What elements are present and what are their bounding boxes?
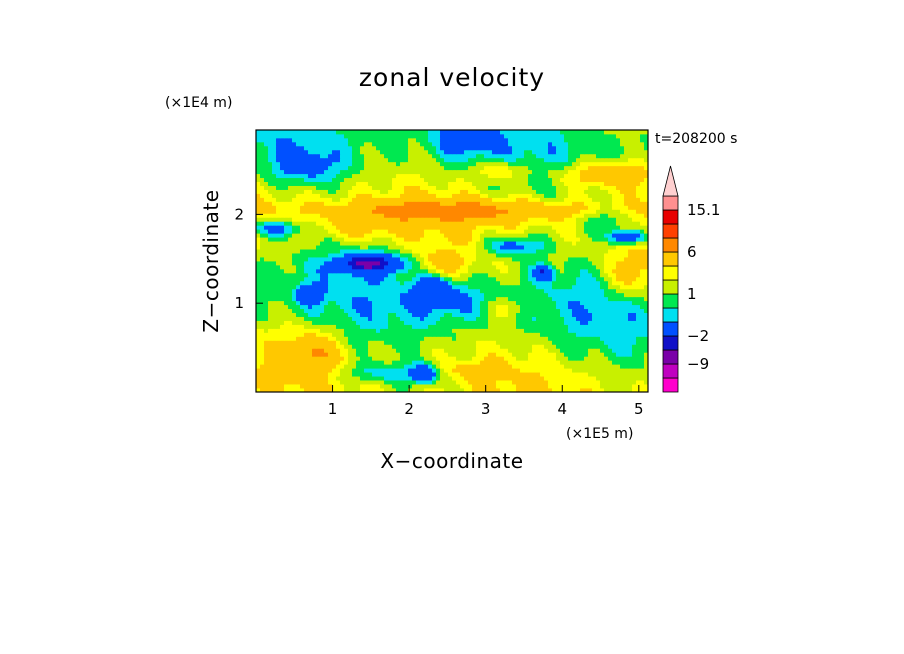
colorbar: 15.1 6 1 −2 −9: [662, 165, 720, 393]
y-axis-unit: (×1E4 m): [165, 95, 232, 111]
colorbar-label: −2: [687, 327, 709, 345]
chart-title: zonal velocity: [359, 63, 545, 92]
colorbar-max-arrow: [662, 165, 679, 197]
y-axis-title: Z−coordinate: [199, 189, 223, 332]
y-tick-label: 2: [234, 205, 244, 223]
contour-field: [256, 130, 648, 392]
y-tick-label: 1: [234, 294, 244, 312]
x-tick-label: 4: [557, 400, 567, 418]
x-axis-title: X−coordinate: [380, 449, 523, 473]
colorbar-swatch: [662, 321, 679, 337]
colorbar-swatch: [662, 335, 679, 351]
colorbar-swatch: [662, 209, 679, 225]
colorbar-label: 1: [687, 285, 697, 303]
colorbar-swatch: [662, 279, 679, 295]
colorbar-swatch: [662, 307, 679, 323]
colorbar-swatch: [662, 265, 679, 281]
colorbar-swatch: [662, 363, 679, 379]
colorbar-label: 15.1: [687, 201, 720, 219]
x-tick-label: 2: [404, 400, 414, 418]
x-tick-label: 1: [328, 400, 338, 418]
time-label: t=208200 s: [655, 131, 737, 147]
colorbar-swatch: [662, 293, 679, 309]
colorbar-swatch: [662, 377, 679, 393]
colorbar-label: 6: [687, 243, 697, 261]
colorbar-swatch: [662, 195, 679, 211]
y-axis: 12: [234, 205, 263, 312]
colorbar-swatch: [662, 251, 679, 267]
colorbar-swatch: [662, 237, 679, 253]
plot-frame: [255, 129, 649, 393]
x-axis: 1 2 3 4 5: [328, 385, 644, 418]
x-axis-unit: (×1E5 m): [566, 426, 633, 442]
colorbar-label: −9: [687, 355, 709, 373]
x-tick-label: 5: [634, 400, 644, 418]
colorbar-swatch: [662, 349, 679, 365]
colorbar-swatch: [662, 223, 679, 239]
x-tick-label: 3: [481, 400, 491, 418]
